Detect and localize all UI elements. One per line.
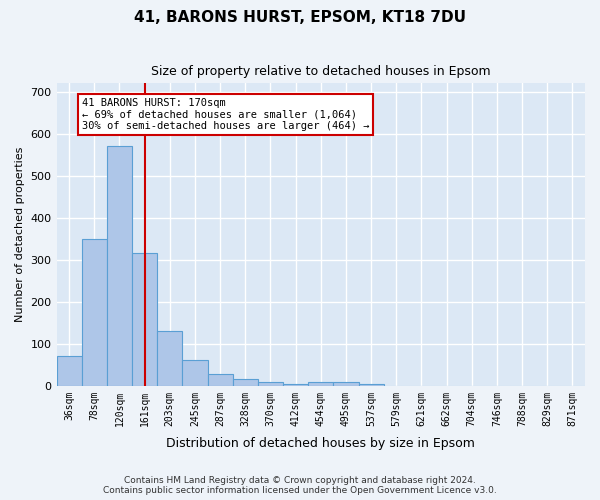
Bar: [308, 382, 334, 386]
Bar: [82, 239, 107, 386]
Bar: [107, 146, 132, 386]
Bar: [132, 254, 157, 386]
Bar: [233, 378, 258, 386]
Title: Size of property relative to detached houses in Epsom: Size of property relative to detached ho…: [151, 65, 491, 78]
Bar: [208, 374, 233, 386]
Bar: [359, 384, 383, 386]
X-axis label: Distribution of detached houses by size in Epsom: Distribution of detached houses by size …: [166, 437, 475, 450]
Bar: [334, 382, 359, 386]
Bar: [258, 382, 283, 386]
Text: 41, BARONS HURST, EPSOM, KT18 7DU: 41, BARONS HURST, EPSOM, KT18 7DU: [134, 10, 466, 25]
Text: 41 BARONS HURST: 170sqm
← 69% of detached houses are smaller (1,064)
30% of semi: 41 BARONS HURST: 170sqm ← 69% of detache…: [82, 98, 369, 131]
Bar: [56, 356, 82, 386]
Text: Contains HM Land Registry data © Crown copyright and database right 2024.
Contai: Contains HM Land Registry data © Crown c…: [103, 476, 497, 495]
Bar: [283, 384, 308, 386]
Y-axis label: Number of detached properties: Number of detached properties: [15, 147, 25, 322]
Bar: [182, 360, 208, 386]
Bar: [157, 331, 182, 386]
